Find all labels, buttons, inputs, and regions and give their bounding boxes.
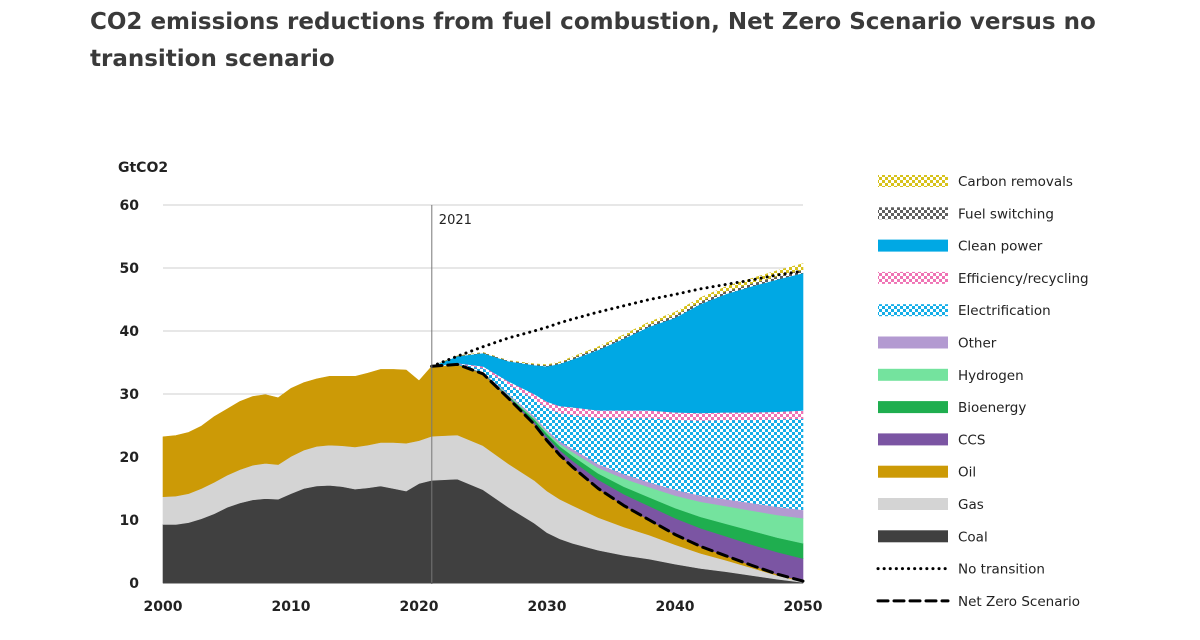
legend-swatch-coal xyxy=(878,530,948,543)
line-net-zero-scenario xyxy=(430,362,805,583)
year-marker-label: 2021 xyxy=(439,213,472,228)
legend-label-other: Other xyxy=(958,336,997,352)
legend: Carbon removals Fuel switching Clean power… xyxy=(876,174,1089,610)
legend-swatch-efficiency-recycling xyxy=(878,271,948,284)
x-tick-2040: 2040 xyxy=(656,599,695,615)
legend-item-hydrogen: Hydrogen xyxy=(878,368,1024,384)
y-tick-40: 40 xyxy=(120,324,140,340)
legend-item-gas: Gas xyxy=(878,497,984,513)
legend-swatch-fuel-switching xyxy=(878,207,948,220)
legend-item-net-zero-scenario: Net Zero Scenario xyxy=(876,594,1080,610)
legend-label-fuel-switching: Fuel switching xyxy=(958,206,1054,222)
y-tick-60: 60 xyxy=(120,198,140,214)
y-tick-20: 20 xyxy=(120,450,140,466)
legend-item-oil: Oil xyxy=(878,465,976,481)
legend-item-electrification: Electrification xyxy=(878,303,1051,319)
legend-item-ccs: CCS xyxy=(878,432,985,448)
legend-item-bioenergy: Bioenergy xyxy=(878,400,1026,416)
legend-label-oil: Oil xyxy=(958,465,976,481)
legend-item-no-transition: No transition xyxy=(876,562,1045,578)
legend-swatch-gas xyxy=(878,498,948,510)
y-tick-50: 50 xyxy=(120,261,140,277)
area-projection-carbon-removals xyxy=(431,263,804,367)
legend-swatch-carbon-removals xyxy=(878,175,948,187)
legend-swatch-other xyxy=(878,336,948,349)
legend-swatch-clean-power xyxy=(878,239,948,252)
legend-label-gas: Gas xyxy=(958,497,984,513)
legend-label-hydrogen: Hydrogen xyxy=(958,368,1024,384)
line-no-transition xyxy=(430,269,805,368)
y-tick-30: 30 xyxy=(120,387,140,403)
x-tick-2030: 2030 xyxy=(528,599,567,615)
y-tick-10: 10 xyxy=(120,513,140,529)
legend-label-net-zero-scenario: Net Zero Scenario xyxy=(958,594,1080,610)
legend-label-no-transition: No transition xyxy=(958,562,1045,578)
legend-item-other: Other xyxy=(878,336,997,352)
x-tick-2000: 2000 xyxy=(144,599,183,615)
legend-label-electrification: Electrification xyxy=(958,303,1051,319)
y-axis-unit: GtCO2 xyxy=(118,160,168,176)
legend-swatch-bioenergy xyxy=(878,401,948,414)
legend-label-efficiency-recycling: Efficiency/recycling xyxy=(958,271,1089,287)
x-tick-2050: 2050 xyxy=(784,599,823,615)
legend-item-fuel-switching: Fuel switching xyxy=(878,206,1054,222)
chart-title: CO2 emissions reductions from fuel combu… xyxy=(90,9,1096,72)
x-tick-2020: 2020 xyxy=(400,599,439,615)
legend-label-ccs: CCS xyxy=(958,432,985,448)
legend-item-efficiency-recycling: Efficiency/recycling xyxy=(878,271,1089,287)
legend-swatch-oil xyxy=(878,465,948,478)
legend-label-carbon-removals: Carbon removals xyxy=(958,174,1073,190)
legend-label-clean-power: Clean power xyxy=(958,239,1043,255)
stacked-areas xyxy=(162,263,804,584)
x-tick-2010: 2010 xyxy=(272,599,311,615)
legend-swatch-hydrogen xyxy=(878,368,948,381)
legend-swatch-ccs xyxy=(878,433,948,446)
legend-item-clean-power: Clean power xyxy=(878,239,1043,255)
legend-item-carbon-removals: Carbon removals xyxy=(878,174,1073,190)
legend-label-bioenergy: Bioenergy xyxy=(958,400,1026,416)
legend-item-coal: Coal xyxy=(878,529,988,545)
y-tick-0: 0 xyxy=(129,576,139,592)
legend-label-coal: Coal xyxy=(958,529,988,545)
scenario-lines xyxy=(430,269,805,583)
legend-swatch-electrification xyxy=(878,304,948,317)
